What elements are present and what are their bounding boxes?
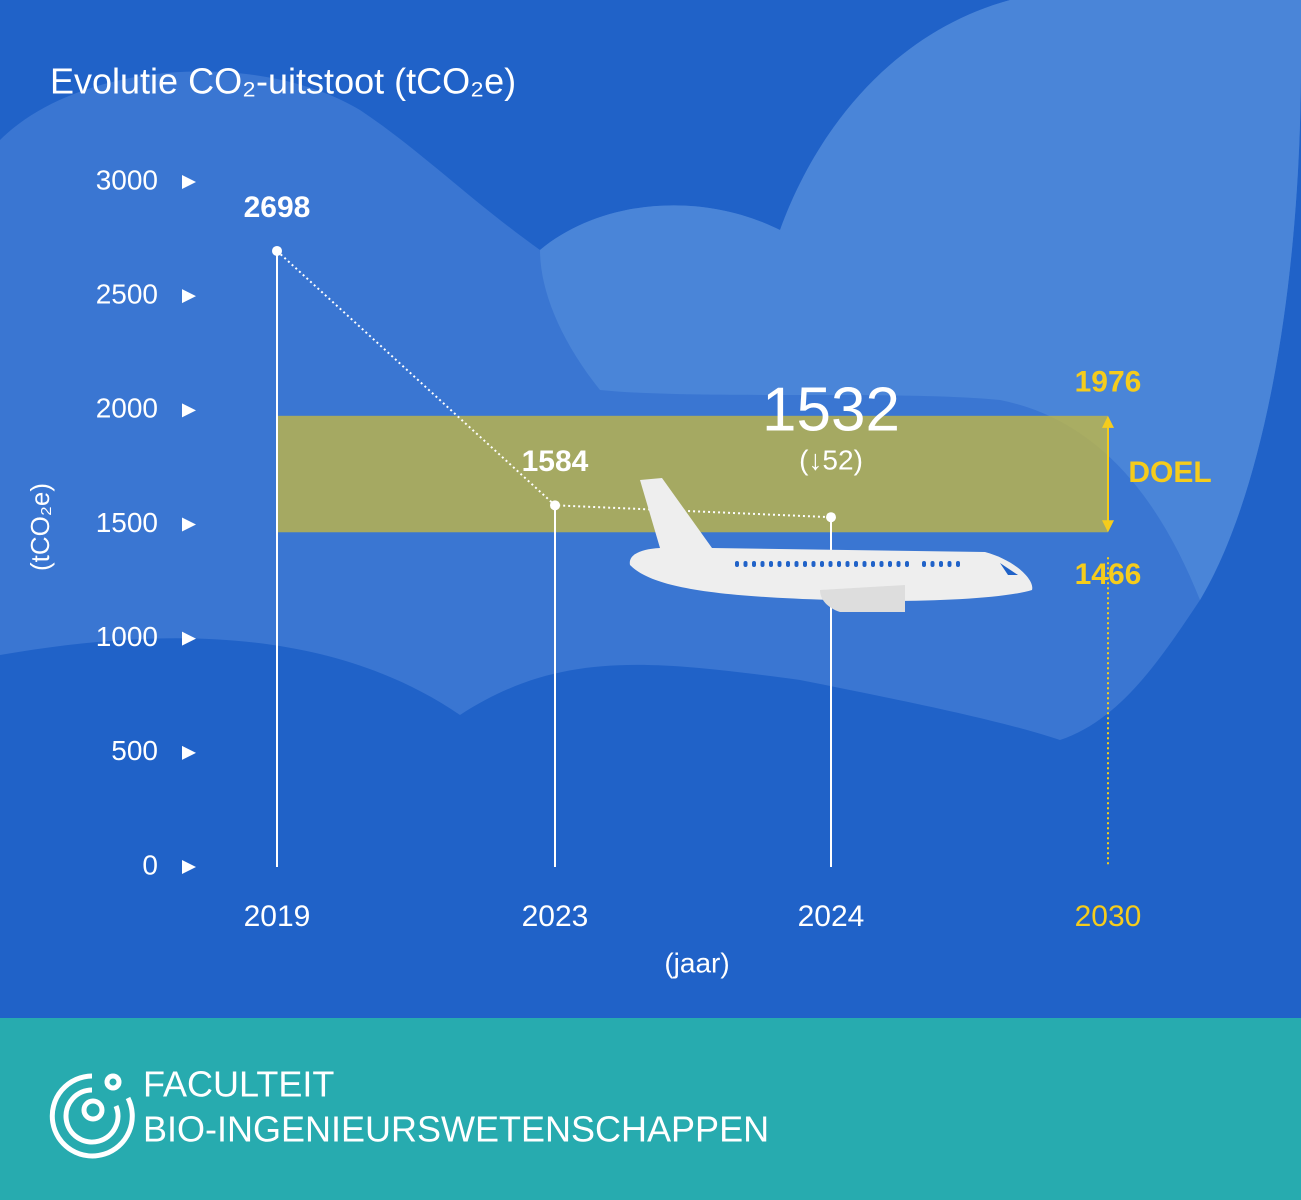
airplane-windows — [735, 561, 960, 567]
window — [777, 561, 782, 567]
y-tick-label: 500 — [111, 735, 158, 766]
window — [930, 561, 935, 567]
tick-mark — [182, 631, 196, 646]
window — [905, 561, 909, 567]
data-label: 1584 — [522, 445, 589, 478]
target-high-label: 1976 — [1075, 366, 1142, 399]
window — [854, 561, 858, 567]
footer-line: FACULTEIT — [143, 1064, 334, 1105]
airplane — [629, 478, 1033, 612]
window — [752, 561, 756, 567]
window — [888, 561, 892, 567]
tick-mark — [182, 403, 196, 418]
window — [862, 561, 867, 567]
cloud-highlight — [540, 0, 1301, 600]
tick-mark — [182, 745, 196, 760]
target-band — [277, 415, 1108, 533]
window — [786, 561, 790, 567]
logo — [49, 1073, 135, 1159]
y-tick-label: 1500 — [96, 507, 158, 538]
window — [735, 561, 739, 567]
x-tick-label: 2024 — [798, 900, 865, 933]
window — [760, 561, 765, 567]
y-tick-label: 1000 — [96, 621, 158, 652]
data-label-highlight: 1532 — [762, 376, 900, 445]
window — [871, 561, 875, 567]
window — [879, 561, 884, 567]
window — [939, 561, 943, 567]
data-point — [550, 500, 560, 511]
window — [947, 561, 952, 567]
x-axis-label: (jaar) — [664, 947, 729, 978]
window — [828, 561, 833, 567]
tick-mark — [182, 289, 196, 304]
y-axis-label: (tCO₂e) — [25, 483, 55, 571]
window — [794, 561, 799, 567]
annotation: (↓52) — [799, 445, 863, 476]
window — [820, 561, 824, 567]
arrow-head — [1102, 415, 1114, 533]
x-tick-label: 2030 — [1075, 900, 1142, 933]
window — [845, 561, 850, 567]
data-point — [272, 245, 282, 256]
y-tick-label: 3000 — [96, 164, 158, 195]
tick-mark — [182, 860, 196, 874]
target-label: DOEL — [1128, 456, 1211, 489]
window — [896, 561, 901, 567]
y-tick-label: 2500 — [96, 279, 158, 310]
y-tick-label: 2000 — [96, 393, 158, 424]
window — [743, 561, 748, 567]
window — [956, 561, 960, 567]
plot: 05001000150020002500300019761466DOEL2019… — [96, 164, 1212, 933]
data-point — [826, 512, 836, 523]
window — [811, 561, 816, 567]
window — [922, 561, 926, 567]
chart-title: Evolutie CO₂-uitstoot (tCO₂e) — [50, 61, 516, 102]
footer-line: BIO-INGENIEURSWETENSCHAPPEN — [143, 1109, 769, 1150]
window — [803, 561, 807, 567]
y-tick-label: 0 — [142, 849, 158, 880]
window — [837, 561, 841, 567]
footer — [0, 1018, 1301, 1200]
tick-mark — [182, 175, 196, 189]
tick-mark — [182, 517, 196, 532]
x-tick-label: 2023 — [522, 900, 589, 933]
x-tick-label: 2019 — [244, 900, 311, 933]
window — [769, 561, 773, 567]
data-label: 2698 — [244, 191, 311, 224]
